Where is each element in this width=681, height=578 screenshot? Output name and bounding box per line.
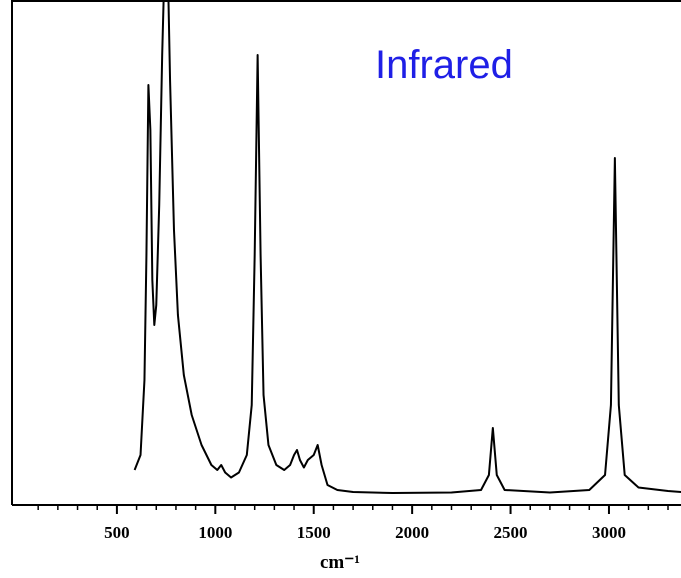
x-tick-label: 500 — [104, 523, 130, 542]
x-tick-label: 2000 — [395, 523, 429, 542]
x-axis-title: cm⁻¹ — [320, 552, 360, 573]
x-tick-label: 3000 — [592, 523, 626, 542]
annotation: Infrared — [375, 43, 513, 87]
x-tick-label: 1500 — [297, 523, 331, 542]
x-tick-label: 1000 — [198, 523, 232, 542]
spectrum-line — [133, 1, 681, 494]
x-tick-label: 2500 — [494, 523, 528, 542]
plot-frame — [11, 0, 681, 505]
